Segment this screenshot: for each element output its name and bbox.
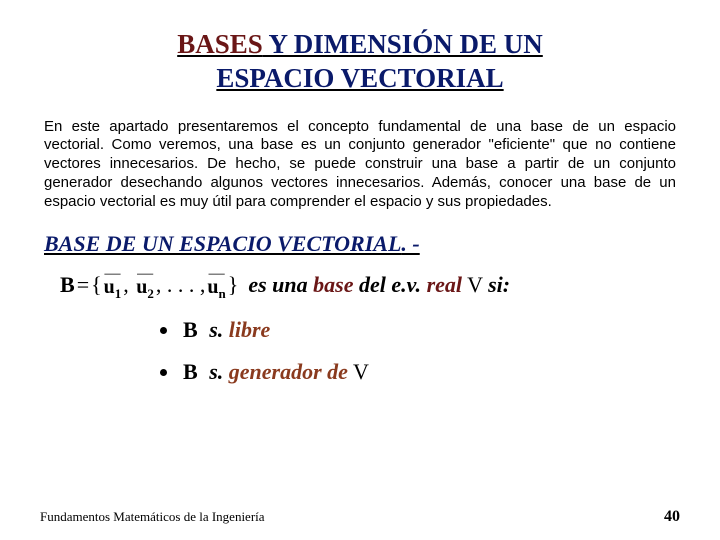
footer-left: Fundamentos Matemáticos de la Ingeniería (40, 509, 265, 525)
bullet-1-B: B (183, 317, 198, 342)
bullet-text-2: B s. generador de V (183, 359, 369, 385)
bullet-text-1: B s. libre (183, 317, 270, 343)
page-title: BASES Y DIMENSIÓN DE UN ESPACIO VECTORIA… (40, 28, 680, 96)
bullet-dot-icon (160, 327, 167, 334)
vector-un: —un (207, 271, 225, 299)
title-word-bases: BASES (177, 29, 263, 59)
set-eq: = (77, 272, 89, 298)
bullet-2-suffix: V (348, 359, 369, 384)
def-si: si: (488, 272, 510, 297)
bullet-item-2: B s. generador de V (160, 359, 680, 385)
bullet-list: B s. libre B s. generador de V (40, 317, 680, 385)
footer-page-number: 40 (664, 508, 680, 526)
intro-paragraph: En este apartado presentaremos el concep… (40, 118, 680, 212)
set-close: } (228, 272, 239, 298)
title-line2: ESPACIO VECTORIAL (216, 63, 503, 93)
bullet-1-prefix: s. (209, 317, 229, 342)
def-del-ev: del e.v. (353, 272, 426, 297)
bullet-2-B: B (183, 359, 198, 384)
definition-row: B = { —u1 , —u2 , . . . , —un } es una b… (40, 271, 680, 299)
set-B: B (60, 272, 75, 298)
vector-u1: —u1 (104, 271, 122, 299)
set-open: { (91, 272, 102, 298)
dots: , . . . , (156, 272, 206, 298)
subtitle-main: BASE DE UN ESPACIO VECTORIAL (44, 231, 401, 256)
definition-tail: es una base del e.v. real V si: (248, 272, 510, 298)
bullet-2-prefix: s. (209, 359, 229, 384)
def-base: base (313, 272, 353, 297)
footer: Fundamentos Matemáticos de la Ingeniería… (40, 508, 680, 526)
def-real: real (427, 272, 462, 297)
def-V: V (462, 272, 488, 297)
subtitle-punct: . - (401, 231, 419, 256)
bullet-item-1: B s. libre (160, 317, 680, 343)
title-rest-line1: Y DIMENSIÓN DE UN (263, 29, 543, 59)
comma-1: , (123, 272, 134, 298)
set-expression: B = { —u1 , —u2 , . . . , —un } (60, 271, 238, 299)
bullet-dot-icon (160, 369, 167, 376)
def-es-una: es una (248, 272, 313, 297)
bullet-2-word: generador de (229, 359, 348, 384)
vector-u2: —u2 (136, 271, 154, 299)
section-subtitle: BASE DE UN ESPACIO VECTORIAL. - (40, 231, 680, 257)
bullet-1-word: libre (229, 317, 271, 342)
